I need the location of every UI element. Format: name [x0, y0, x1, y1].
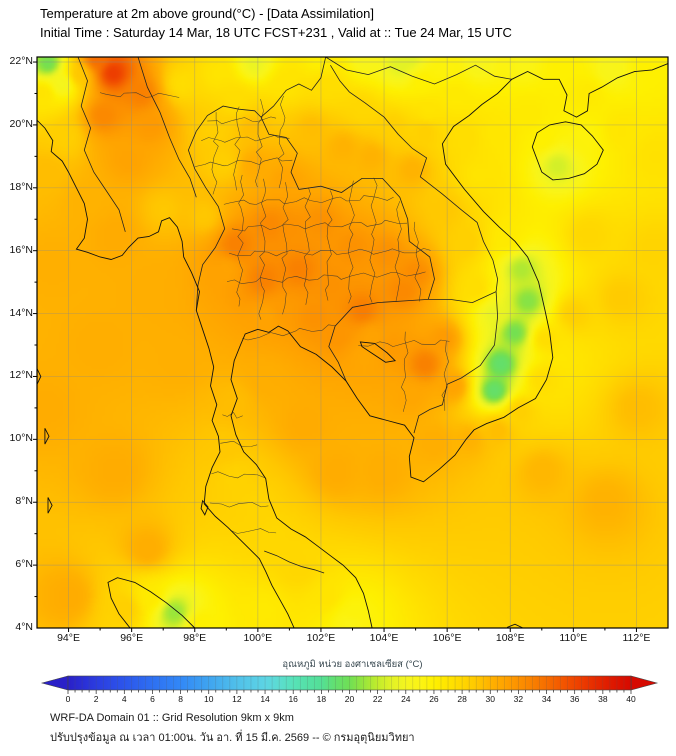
colorbar-left-arrow — [40, 675, 69, 691]
colorbar-tick-label: 20 — [345, 694, 355, 704]
lat-tick-label: 18°N — [9, 180, 33, 193]
lat-tick-label: 12°N — [9, 369, 33, 382]
colorbar-tick-label: 32 — [514, 694, 524, 704]
page-title: Temperature at 2m above ground(°C) - [Da… — [40, 6, 374, 21]
lat-tick-label: 8°N — [15, 495, 33, 508]
lon-tick-label: 98°E — [183, 632, 207, 644]
temperature-field-canvas — [37, 57, 668, 628]
colorbar-tick-label: 36 — [570, 694, 580, 704]
colorbar-tick-label: 12 — [232, 694, 242, 704]
lat-tick-label: 4°N — [15, 621, 33, 633]
colorbar-tick-label: 28 — [457, 694, 467, 704]
colorbar-tick-label: 24 — [401, 694, 411, 704]
page-subtitle: Initial Time : Saturday 14 Mar, 18 UTC F… — [40, 25, 512, 40]
colorbar-tick-label: 18 — [317, 694, 327, 704]
lon-tick-label: 102°E — [306, 632, 336, 644]
colorbar-tick-label: 34 — [542, 694, 552, 704]
lon-tick-label: 108°E — [495, 632, 525, 644]
lon-tick-label: 112°E — [622, 632, 651, 644]
colorbar-tick-label: 40 — [626, 694, 636, 704]
lon-tick-label: 100°E — [243, 632, 273, 644]
colorbar-tick-label: 14 — [260, 694, 270, 704]
lat-tick-label: 6°N — [15, 558, 33, 571]
colorbar-tick-label: 8 — [178, 694, 183, 704]
lat-tick-label: 10°N — [9, 432, 33, 445]
lat-tick-label: 14°N — [9, 306, 33, 319]
colorbar-tick-label: 38 — [598, 694, 608, 704]
lon-tick-label: 110°E — [559, 632, 588, 644]
colorbar-tick-label: 10 — [204, 694, 214, 704]
colorbar-right-arrow — [630, 675, 659, 691]
footer-domain-info: WRF-DA Domain 01 :: Grid Resolution 9km … — [50, 712, 294, 724]
lat-tick-label: 16°N — [9, 243, 33, 256]
colorbar-tick-label: 2 — [94, 694, 99, 704]
colorbar-tick-label: 6 — [150, 694, 155, 704]
lon-tick-label: 94°E — [57, 632, 80, 644]
colorbar-tick-label: 0 — [66, 694, 71, 704]
lon-tick-label: 96°E — [120, 632, 144, 644]
lat-tick-label: 20°N — [9, 117, 33, 130]
footer-update-info: ปรับปรุงข้อมูล ณ เวลา 01:00น. วัน อา. ที… — [50, 732, 415, 744]
colorbar-tick-label: 4 — [122, 694, 127, 704]
lon-tick-label: 106°E — [432, 632, 462, 644]
colorbar-tick-label: 22 — [373, 694, 383, 704]
colorbar: 0 2 4 6 8 10 12 14 16 18 20 22 24 26 28 30 32 34 36 38 40 — [40, 675, 659, 704]
lon-tick-label: 104°E — [369, 632, 399, 644]
colorbar-title: อุณหภูมิ หน่วย องศาเซลเซียส (°C) — [282, 659, 423, 670]
colorbar-tick-label: 16 — [288, 694, 298, 704]
colorbar-tick-label: 26 — [429, 694, 439, 704]
colorbar-tick-label: 30 — [486, 694, 496, 704]
lat-tick-label: 22°N — [9, 55, 33, 68]
